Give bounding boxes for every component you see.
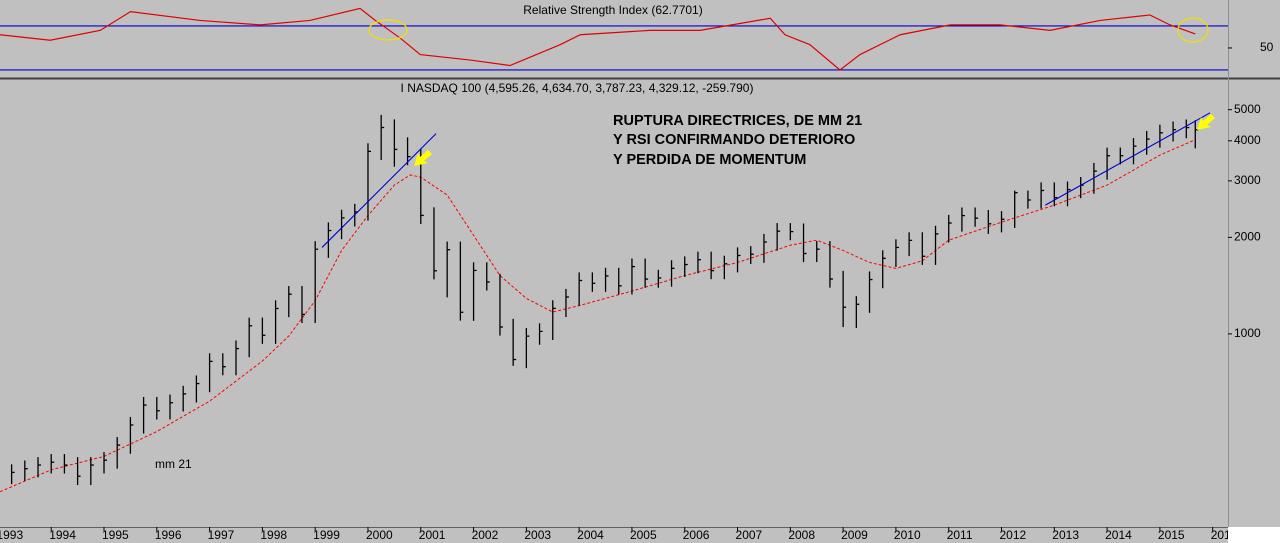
annotation: RUPTURA DIRECTRICES, DE MM 21 [613, 113, 862, 129]
y-tick-label: 5000 [1234, 102, 1261, 116]
background [0, 0, 1280, 527]
x-tick-label: 2009 [841, 528, 868, 542]
x-tick-label: 2002 [472, 528, 499, 542]
x-axis: 1993 1994 1995 1996 1997 1998 1999 2000 2001 2002… [0, 527, 1238, 542]
x-tick-label: 2013 [1052, 528, 1079, 542]
trendline [1045, 112, 1211, 206]
x-tick-label: 1998 [260, 528, 287, 542]
x-tick-label: 1999 [313, 528, 340, 542]
x-tick-label: 2001 [419, 528, 446, 542]
x-tick-label: 2008 [788, 528, 815, 542]
x-tick-label: 2015 [1158, 528, 1185, 542]
x-tick-label: 2000 [366, 528, 393, 542]
x-tick-label: 2004 [577, 528, 604, 542]
ma-label: mm 21 [155, 457, 192, 471]
highlight-ellipse [1177, 17, 1209, 43]
rsi-plot [0, 7, 1228, 71]
rsi-line [0, 7, 1196, 71]
x-tick-label: 2005 [630, 528, 657, 542]
x-tick-label: 2006 [683, 528, 710, 542]
y-tick-label: 50 [1260, 40, 1274, 54]
y-tick-label: 1000 [1234, 326, 1261, 340]
arrow [414, 150, 432, 166]
x-axis-band [0, 527, 1228, 543]
chart-title: I NASDAQ 100 (4,595.26, 4,634.70, 3,787.… [401, 81, 754, 95]
arrow [1197, 114, 1215, 130]
x-tick-label: 2016 [1211, 528, 1238, 542]
x-tick-label: 2014 [1105, 528, 1132, 542]
annotation: Y PERDIDA DE MOMENTUM [613, 152, 806, 168]
trendline [321, 133, 437, 248]
y-tick-label: 3000 [1234, 173, 1261, 187]
overlay: Relative Strength Index (62.7701) 50 I NAS… [155, 3, 1274, 471]
y-tick-label: 4000 [1234, 133, 1261, 147]
annotation: Y RSI CONFIRMANDO DETERIORO [613, 132, 855, 148]
x-tick-label: 2010 [894, 528, 921, 542]
x-tick-label: 1996 [155, 528, 182, 542]
y-tick-label: 2000 [1234, 230, 1261, 244]
x-tick-label: 1994 [49, 528, 76, 542]
x-tick-label: 2007 [736, 528, 763, 542]
chart-title: Relative Strength Index (62.7701) [523, 3, 702, 17]
x-tick-label: 1997 [208, 528, 235, 542]
x-tick-label: 1995 [102, 528, 129, 542]
x-tick-label: 2011 [947, 528, 973, 542]
highlight-ellipse [368, 19, 408, 41]
x-tick-label: 2003 [524, 528, 551, 542]
x-tick-label: 2012 [1000, 528, 1027, 542]
price-plot [0, 112, 1211, 493]
x-tick-label: 1993 [0, 528, 23, 542]
